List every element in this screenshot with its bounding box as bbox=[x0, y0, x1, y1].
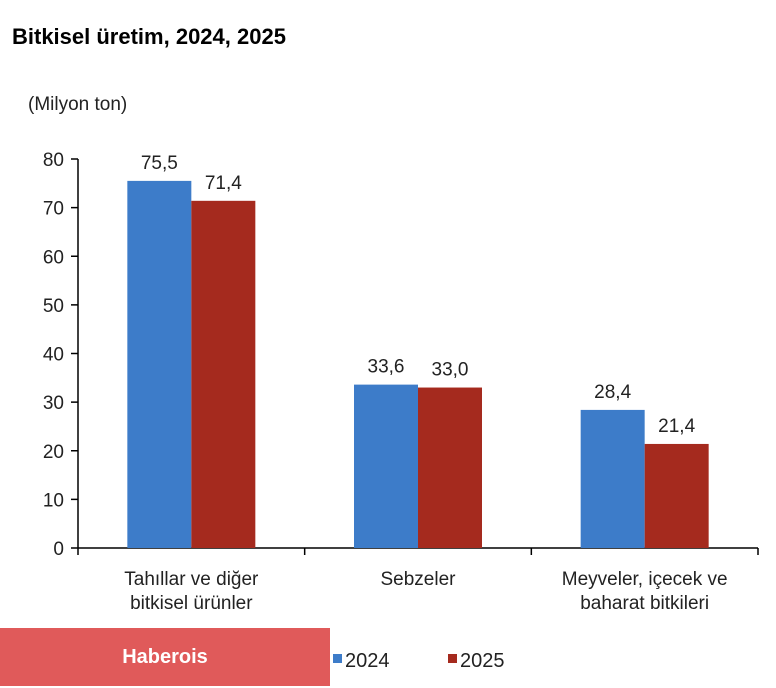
x-tick-label: bitkisel ürünler bbox=[130, 593, 253, 614]
y-tick-label: 0 bbox=[53, 539, 64, 560]
bar-2025 bbox=[644, 443, 709, 548]
y-tick-label: 40 bbox=[43, 345, 64, 366]
y-tick-label: 70 bbox=[43, 199, 64, 220]
y-tick-label: 30 bbox=[43, 393, 64, 414]
y-tick-label: 20 bbox=[43, 442, 64, 463]
x-tick-label: Sebzeler bbox=[381, 569, 457, 590]
x-tick-label: baharat bitkileri bbox=[580, 593, 709, 614]
x-tick-label: Meyveler, içecek ve bbox=[562, 569, 728, 590]
data-label: 71,4 bbox=[205, 173, 242, 194]
legend-label: 2025 bbox=[460, 650, 505, 672]
legend-swatch-2024 bbox=[333, 654, 342, 663]
legend-swatch-2025 bbox=[448, 654, 457, 663]
y-tick-label: 10 bbox=[43, 490, 64, 511]
y-tick-label: 50 bbox=[43, 296, 64, 317]
chart-title: Bitkisel üretim, 2024, 2025 bbox=[12, 24, 286, 49]
data-label: 75,5 bbox=[141, 153, 178, 174]
data-label: 33,6 bbox=[368, 357, 405, 378]
watermark: Haberois bbox=[0, 628, 330, 686]
bar-2024 bbox=[580, 409, 645, 548]
y-axis-label: (Milyon ton) bbox=[28, 94, 127, 115]
y-tick-label: 80 bbox=[43, 150, 64, 171]
data-label: 33,0 bbox=[432, 360, 469, 381]
bar-2024 bbox=[127, 180, 192, 548]
bar-2024 bbox=[354, 384, 418, 548]
data-label: 21,4 bbox=[658, 416, 695, 437]
data-label: 28,4 bbox=[594, 382, 631, 403]
bar-2025 bbox=[418, 387, 482, 548]
y-tick-label: 60 bbox=[43, 247, 64, 268]
legend-label: 2024 bbox=[345, 650, 390, 672]
bar-2025 bbox=[191, 200, 256, 548]
x-tick-label: Tahıllar ve diğer bbox=[124, 569, 259, 590]
